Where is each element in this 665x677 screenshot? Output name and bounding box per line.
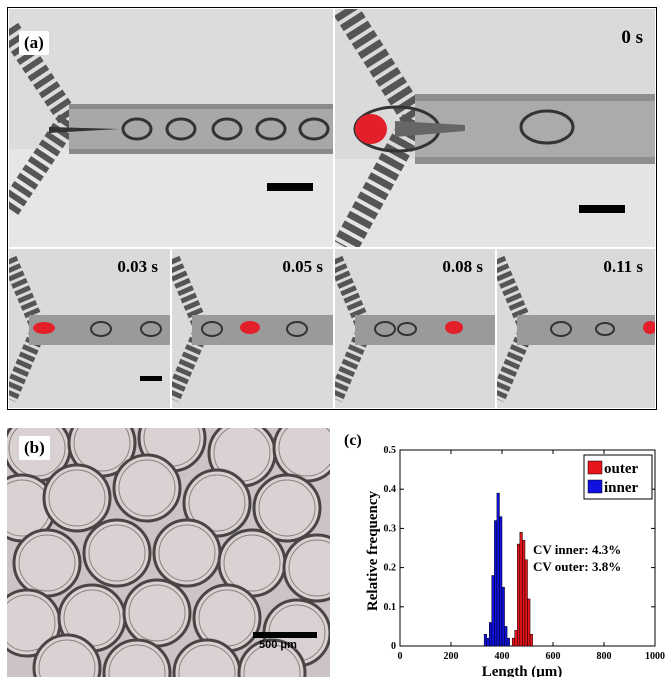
histogram-bar-outer bbox=[514, 630, 518, 647]
scale-bar bbox=[253, 632, 317, 638]
time-label: 0.08 s bbox=[442, 257, 483, 276]
microcapsule-inner-ring bbox=[48, 469, 106, 527]
panel-a-overview-image: (a) bbox=[9, 9, 333, 247]
x-tick-label: 1000 bbox=[645, 651, 665, 662]
x-tick-label: 800 bbox=[597, 651, 612, 662]
microcapsule bbox=[82, 518, 152, 588]
histogram-bar-inner bbox=[501, 586, 505, 647]
microcapsules bbox=[7, 428, 330, 677]
legend-swatch-outer bbox=[587, 460, 603, 475]
y-axis-label: Relative frequency bbox=[365, 490, 381, 611]
time-label: 0 s bbox=[621, 27, 643, 48]
annotation-cv-inner: CV inner: 4.3% bbox=[533, 542, 621, 557]
histogram-bar-inner bbox=[489, 622, 493, 647]
panel-c-label: (c) bbox=[344, 432, 362, 449]
panel-a-frame bbox=[7, 7, 657, 410]
microcapsule-inner-ring bbox=[258, 479, 316, 537]
microcapsule-inner-ring bbox=[188, 474, 246, 532]
microcapsule bbox=[237, 638, 307, 677]
microcapsule-inner-ring bbox=[88, 524, 146, 582]
panel-a-frame-003s: 0.03 s bbox=[9, 249, 170, 408]
microcapsule-inner-ring bbox=[288, 539, 330, 597]
microcapsule bbox=[102, 638, 172, 677]
scale-bar bbox=[579, 205, 625, 213]
microcapsule-inner-ring bbox=[73, 428, 131, 472]
red-droplet bbox=[240, 321, 260, 334]
panel-b-label: (b) bbox=[19, 436, 50, 460]
histogram-bar-inner bbox=[486, 637, 490, 647]
histogram-bar-inner bbox=[494, 520, 498, 647]
microcapsule bbox=[112, 453, 182, 523]
panel-a-frame-005s: 0.05 s bbox=[172, 249, 333, 408]
time-label: 0.03 s bbox=[117, 257, 158, 276]
red-droplet bbox=[643, 321, 655, 334]
histogram-bar-outer bbox=[517, 543, 521, 647]
microcapsule bbox=[122, 578, 192, 648]
panel-a-frame-0s: 0 s bbox=[335, 9, 655, 247]
panel-b-image: (b) 500 μm bbox=[7, 428, 330, 677]
histogram-bar-inner bbox=[491, 575, 495, 647]
x-tick-label: 400 bbox=[495, 651, 510, 662]
microcapsule-inner-ring bbox=[158, 524, 216, 582]
microcapsule bbox=[152, 518, 222, 588]
histogram-bar-outer bbox=[522, 539, 526, 647]
microcapsule-inner-ring bbox=[38, 639, 96, 677]
panel-a-frame-008s: 0.08 s bbox=[335, 249, 495, 408]
legend: outer inner bbox=[583, 454, 653, 500]
microcapsule-inner-ring bbox=[278, 428, 330, 477]
panel-a-label: (a) bbox=[19, 31, 49, 55]
x-axis-label: Length (μm) bbox=[482, 664, 563, 677]
microcapsule bbox=[12, 528, 82, 598]
time-label: 0.05 s bbox=[282, 257, 323, 276]
microcapsule-inner-ring bbox=[178, 644, 236, 677]
microcapsule-inner-ring bbox=[128, 584, 186, 642]
microcapsule-inner-ring bbox=[18, 534, 76, 592]
microcapsule-inner-ring bbox=[223, 534, 281, 592]
microcapsule-inner-ring bbox=[118, 459, 176, 517]
y-tick-label: 0.5 bbox=[384, 445, 397, 456]
time-label: 0.11 s bbox=[603, 257, 643, 276]
scale-label: 500 μm bbox=[259, 639, 297, 651]
histogram-bar-outer bbox=[529, 633, 533, 647]
legend-label-outer: outer bbox=[604, 461, 638, 477]
histogram-chart: 0 200 400 600 800 1000 0 0.1 0.2 0.3 0.4 0.5 outer i… bbox=[365, 445, 665, 677]
histogram-bar-outer bbox=[511, 637, 515, 647]
legend-swatch-inner bbox=[587, 479, 603, 494]
microcapsule bbox=[282, 533, 330, 603]
histogram-bar-inner bbox=[496, 492, 500, 647]
x-tick-label: 0 bbox=[398, 651, 403, 662]
microcapsule-inner-ring bbox=[108, 644, 166, 677]
x-tick-label: 200 bbox=[444, 651, 459, 662]
red-droplet bbox=[33, 322, 55, 334]
histogram-bar-outer bbox=[524, 559, 528, 647]
y-tick-label: 0 bbox=[391, 641, 396, 652]
annotation-cv-outer: CV outer: 3.8% bbox=[533, 559, 621, 574]
microcapsule bbox=[42, 463, 112, 533]
histogram-bar-inner bbox=[483, 633, 487, 647]
legend-label-inner: inner bbox=[604, 480, 639, 496]
y-tick-label: 0.4 bbox=[384, 484, 397, 495]
scale-bar bbox=[140, 376, 162, 381]
histogram-bar-inner bbox=[506, 637, 510, 647]
microcapsule-inner-ring bbox=[243, 644, 301, 677]
histogram-bar-outer bbox=[527, 598, 531, 647]
panel-a-frame-011s: 0.11 s bbox=[497, 249, 655, 408]
red-droplet bbox=[355, 114, 387, 144]
histogram-bar-inner bbox=[504, 626, 508, 647]
microcapsule-inner-ring bbox=[7, 594, 56, 652]
y-tick-label: 0.2 bbox=[384, 563, 397, 574]
microcapsule bbox=[252, 473, 322, 543]
scale-bar bbox=[267, 183, 313, 191]
y-tick-label: 0.3 bbox=[384, 523, 397, 534]
histogram-bar-outer bbox=[519, 532, 523, 647]
red-droplet bbox=[445, 321, 463, 334]
y-tick-label: 0.1 bbox=[384, 602, 397, 613]
histogram-bar-inner bbox=[499, 516, 503, 647]
microcapsule-inner-ring bbox=[8, 428, 66, 477]
x-tick-label: 600 bbox=[546, 651, 561, 662]
